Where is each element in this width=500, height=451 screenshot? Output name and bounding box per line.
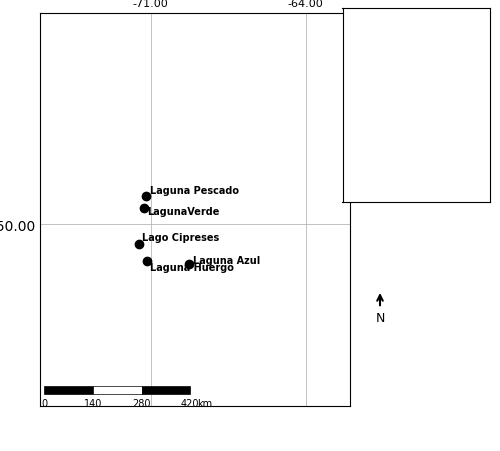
Bar bbox=[44, 386, 93, 394]
Text: LagunaVerde: LagunaVerde bbox=[146, 207, 219, 217]
Text: Laguna Azul: Laguna Azul bbox=[194, 255, 260, 265]
Bar bbox=[142, 386, 190, 394]
Text: Laguna Pescado: Laguna Pescado bbox=[150, 186, 240, 196]
Bar bbox=[93, 386, 142, 394]
Text: km: km bbox=[196, 398, 212, 408]
Text: 140: 140 bbox=[84, 398, 102, 408]
Text: Lago Cipreses: Lago Cipreses bbox=[142, 233, 219, 243]
Text: 280: 280 bbox=[132, 398, 151, 408]
Text: N: N bbox=[376, 311, 384, 324]
Text: 420: 420 bbox=[181, 398, 200, 408]
Text: 0: 0 bbox=[42, 398, 48, 408]
Text: Laguna Huergo: Laguna Huergo bbox=[150, 262, 234, 273]
